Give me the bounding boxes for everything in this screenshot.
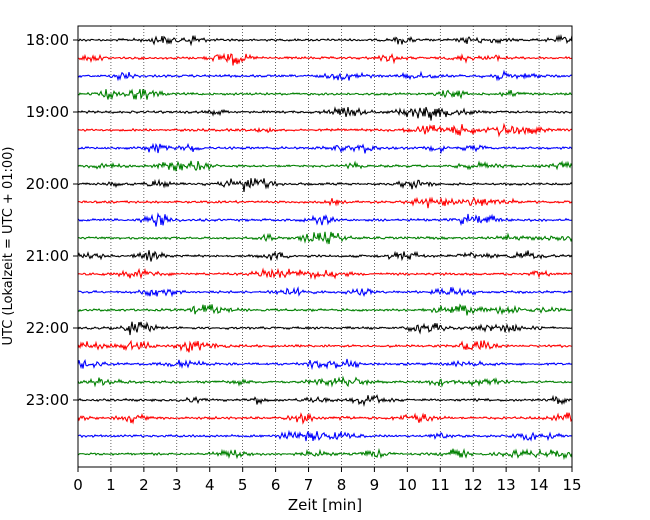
trace-line: [77, 286, 573, 298]
trace-line: [77, 375, 573, 388]
trace-line: [77, 178, 573, 193]
x-tick-label: 6: [271, 476, 281, 494]
trace-line: [77, 196, 573, 209]
trace-line: [77, 106, 573, 121]
trace-line: [77, 52, 573, 66]
trace-line: [77, 212, 573, 227]
x-tick-label: 5: [238, 476, 248, 494]
x-tick-label: 4: [205, 476, 215, 494]
y-tick-label: 20:00: [26, 175, 69, 193]
x-tick-label: 7: [304, 476, 314, 494]
trace-line: [77, 88, 573, 101]
x-tick-label: 2: [139, 476, 149, 494]
trace-line: [77, 122, 573, 138]
plot-frame: [77, 25, 573, 468]
x-tick-label: 14: [530, 476, 549, 494]
trace-line: [77, 321, 573, 336]
x-tick-label: 3: [172, 476, 182, 494]
trace-line: [77, 142, 573, 155]
y-tick-label: 22:00: [26, 319, 69, 337]
y-tick-label: 23:00: [26, 391, 69, 409]
plot-background: [78, 26, 572, 467]
trace-line: [77, 339, 573, 353]
x-tick-label: 1: [106, 476, 116, 494]
x-tick-label: 10: [398, 476, 417, 494]
trace-line: [77, 160, 573, 172]
x-tick-label: 8: [337, 476, 347, 494]
x-tick-label: 9: [370, 476, 380, 494]
y-tick-label: 18:00: [26, 31, 69, 49]
trace-line: [77, 412, 573, 425]
y-tick-label: 21:00: [26, 247, 69, 265]
trace-line: [77, 69, 573, 82]
x-axis-label: Zeit [min]: [288, 496, 362, 514]
trace-line: [77, 429, 573, 442]
trace-line: [77, 303, 573, 316]
trace-line: [77, 267, 573, 281]
trace-line: [77, 231, 573, 245]
x-tick-label: 11: [431, 476, 450, 494]
trace-line: [77, 358, 573, 371]
trace-line: [77, 447, 573, 461]
traces: [77, 34, 573, 461]
x-tick-label: 12: [464, 476, 483, 494]
trace-line: [77, 394, 573, 407]
y-tick-label: 19:00: [26, 103, 69, 121]
x-tick-label: 13: [497, 476, 516, 494]
y-axis-ticks: 18:00 19:00 20:00 21:00 22:00 23:00: [26, 31, 78, 409]
trace-line: [77, 250, 573, 262]
x-tick-label: 0: [73, 476, 83, 494]
trace-line: [77, 34, 573, 47]
y-axis-label: UTC (Lokalzeit = UTC + 01:00): [1, 147, 16, 346]
x-axis-ticks: 0 1 2 3 4 5 6 7 8 9 10 11 12 13 14 15: [73, 467, 582, 494]
x-tick-label: 15: [562, 476, 581, 494]
